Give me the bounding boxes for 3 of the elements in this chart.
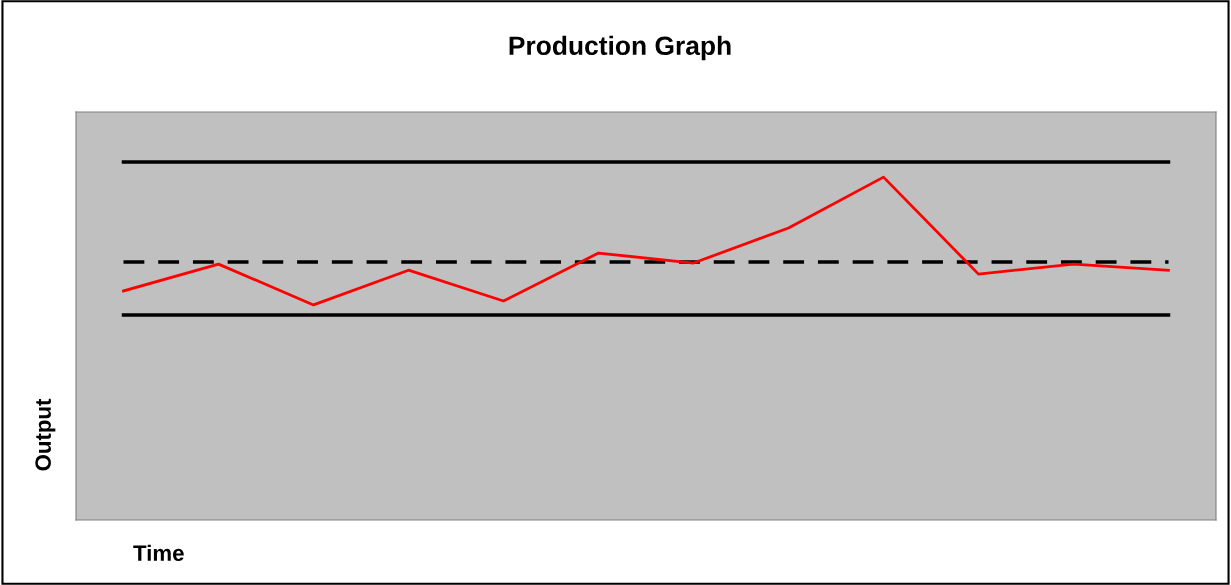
x-axis-title: Time [133,544,184,561]
chart-title: Production Graph [509,35,731,61]
y-axis-title: Output [35,398,56,471]
